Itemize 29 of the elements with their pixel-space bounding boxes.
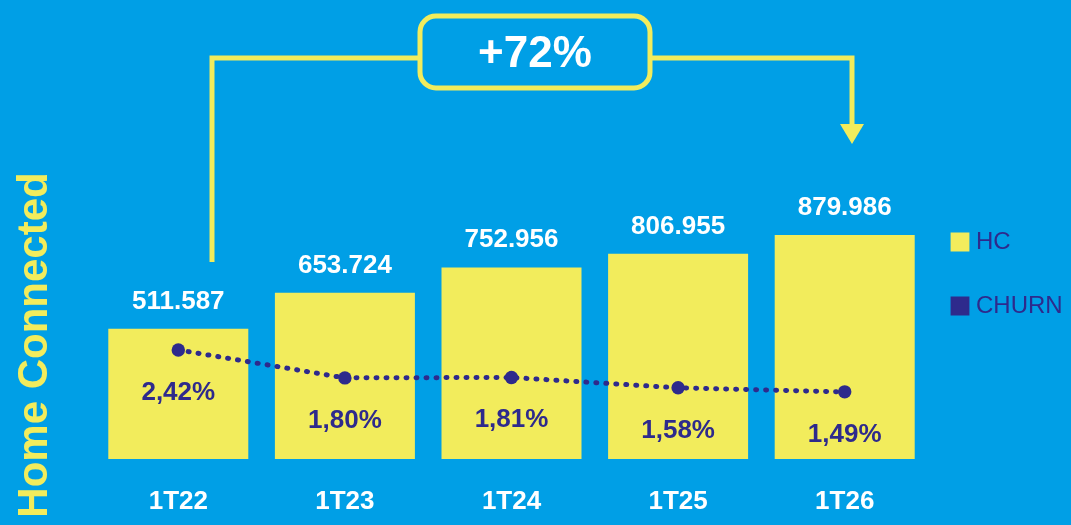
bar (108, 328, 249, 459)
point (671, 381, 685, 395)
data-label: 879.986 (797, 191, 892, 222)
data-label: 653.724 (297, 248, 393, 279)
x-tick-label: 1T25 (648, 484, 708, 515)
data-label: 1,80% (308, 403, 382, 434)
point (171, 343, 186, 357)
x-tick-label: 1T24 (481, 484, 542, 515)
legend-label: HC (976, 227, 1011, 254)
legend-label: CHURN (976, 291, 1063, 318)
data-label: 806.955 (631, 209, 726, 240)
data-label: 2,42% (141, 375, 216, 406)
bar (274, 292, 415, 459)
text: +72% (420, 16, 650, 88)
x-tick-label: 1T22 (148, 484, 208, 515)
data-label: 752.956 (464, 223, 559, 254)
data-label: 1,58% (641, 413, 715, 444)
bar (774, 235, 915, 459)
point (504, 370, 519, 385)
x-tick-label: 1T23 (315, 484, 375, 515)
point (338, 371, 352, 385)
data-label: 511.587 (132, 284, 225, 315)
bar (441, 267, 582, 459)
point (837, 385, 852, 399)
data-label: 1,49% (807, 417, 882, 448)
data-label: 1,81% (474, 403, 549, 434)
bar (608, 253, 749, 459)
y-axis-title: Home Connected (8, 172, 56, 518)
x-tick-label: 1T26 (815, 484, 875, 515)
